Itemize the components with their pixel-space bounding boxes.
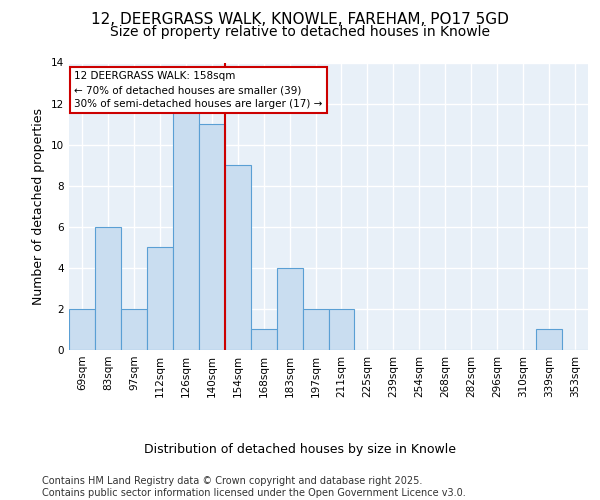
Bar [121, 309, 147, 350]
Text: 12, DEERGRASS WALK, KNOWLE, FAREHAM, PO17 5GD: 12, DEERGRASS WALK, KNOWLE, FAREHAM, PO1… [91, 12, 509, 28]
Bar [69, 309, 95, 350]
Y-axis label: Number of detached properties: Number of detached properties [32, 108, 46, 304]
Bar [95, 227, 121, 350]
Bar [173, 104, 199, 350]
Bar [147, 248, 173, 350]
Bar [302, 309, 329, 350]
Bar [536, 330, 562, 350]
Text: 12 DEERGRASS WALK: 158sqm
← 70% of detached houses are smaller (39)
30% of semi-: 12 DEERGRASS WALK: 158sqm ← 70% of detac… [74, 71, 323, 109]
Text: Size of property relative to detached houses in Knowle: Size of property relative to detached ho… [110, 25, 490, 39]
Bar [251, 330, 277, 350]
Text: Distribution of detached houses by size in Knowle: Distribution of detached houses by size … [144, 442, 456, 456]
Bar [199, 124, 224, 350]
Text: Contains HM Land Registry data © Crown copyright and database right 2025.
Contai: Contains HM Land Registry data © Crown c… [42, 476, 466, 498]
Bar [329, 309, 355, 350]
Bar [277, 268, 302, 350]
Bar [225, 165, 251, 350]
